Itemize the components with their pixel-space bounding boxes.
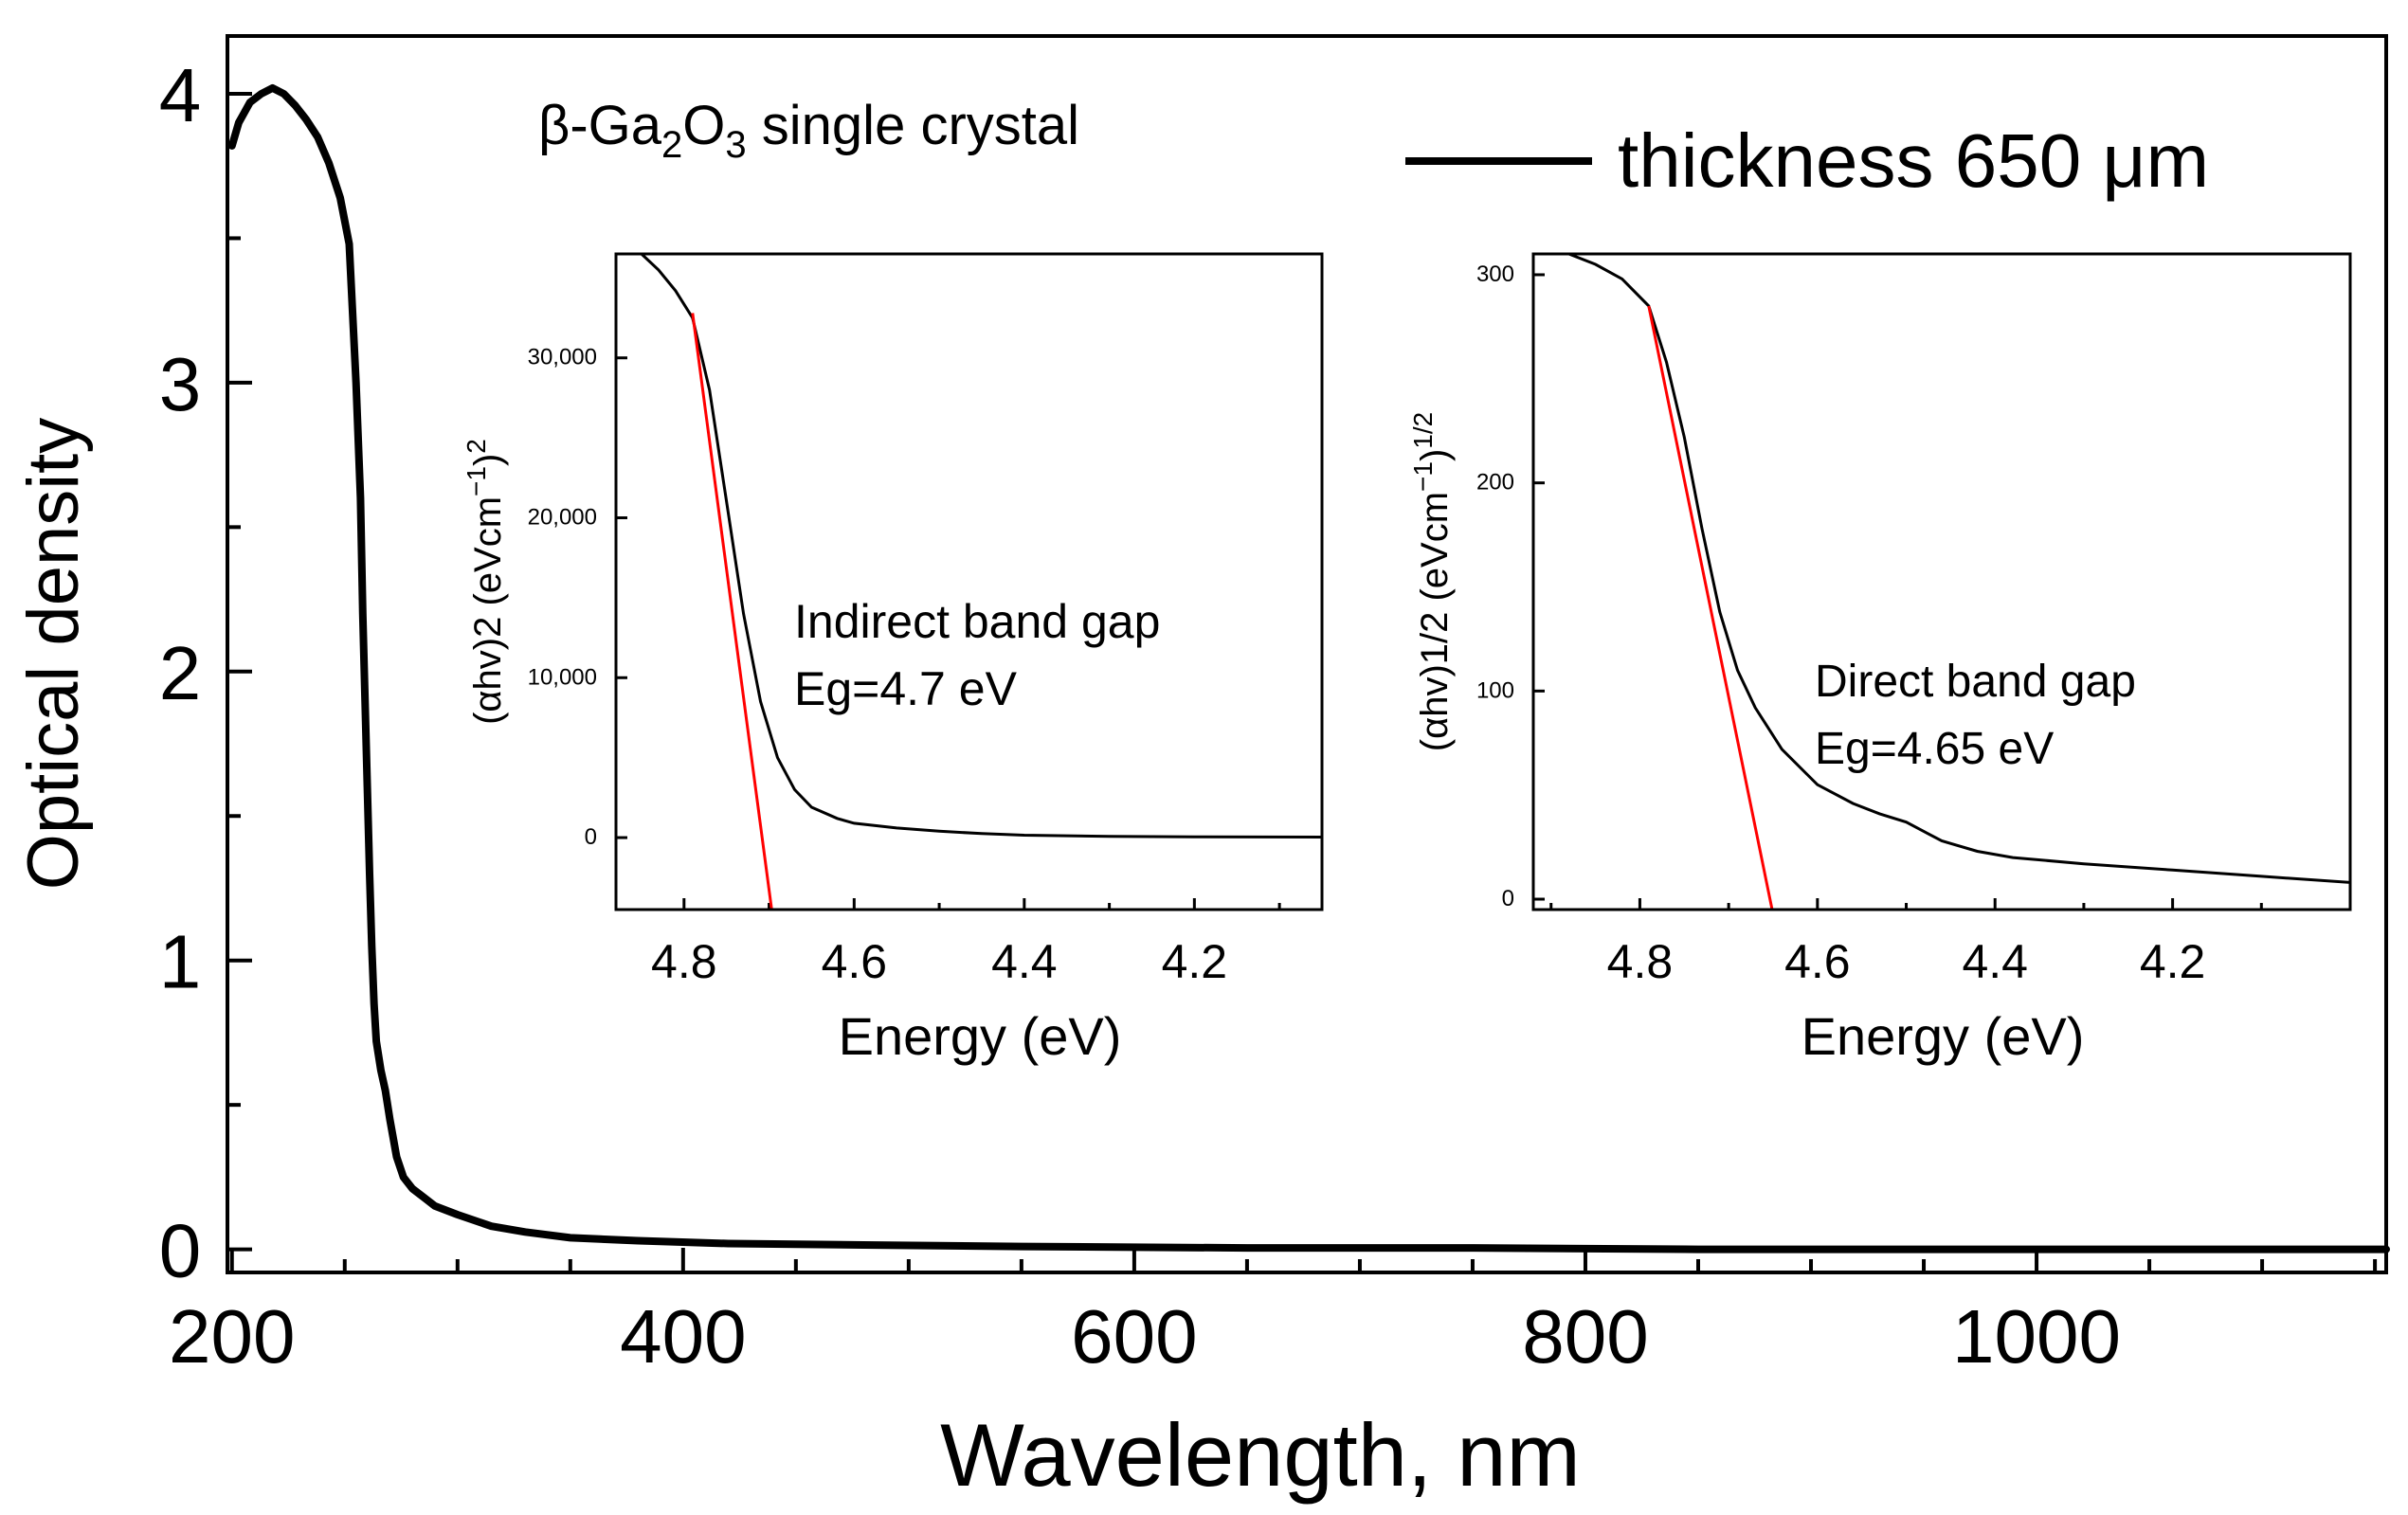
inset1-x-ticks: 4.8 4.6 4.4 4.2: [651, 898, 1281, 988]
inset2-annotation-line1: Direct band gap: [1815, 657, 2136, 707]
inset2-data-line: [1533, 254, 2350, 884]
inset1-fit-line: [691, 313, 773, 910]
x-tick-label: 400: [620, 1294, 746, 1379]
inset2-y-tick-label: 200: [1476, 470, 1514, 496]
inset1-x-tick-label: 4.4: [991, 935, 1058, 988]
inset1-data-line: [639, 254, 1322, 839]
main-plot-frame: [226, 34, 2388, 1274]
inset1-x-tick-label: 4.6: [822, 935, 888, 988]
y-tick-label: 4: [159, 53, 202, 137]
inset2-annotation-line2: Eg=4.65 eV: [1815, 724, 2054, 774]
inset1-x-axis-label: Energy (eV): [839, 1006, 1122, 1066]
x-tick-label: 800: [1522, 1294, 1648, 1379]
inset1-annotation-line2: Eg=4.7 eV: [794, 662, 1018, 715]
inset2-y-tick-label: 100: [1476, 677, 1514, 703]
inset2-x-tick-label: 4.8: [1607, 935, 1674, 988]
inset-direct-band-gap: 0 100 200 300 4.8 4.6 4.4 4.2 (αhv)1/2 (eVcm−1…: [1408, 252, 2352, 1066]
inset1-x-tick-label: 4.2: [1162, 935, 1228, 988]
inset2-x-tick-label: 4.2: [2140, 935, 2206, 988]
y-tick-label: 3: [159, 342, 202, 426]
main-y-ticks: 0 1 2 3 4: [159, 53, 252, 1293]
inset2-frame-bg: [1533, 254, 2350, 910]
main-x-ticks: 200 400 600 800 1000: [169, 1248, 2378, 1379]
x-tick-label: 600: [1071, 1294, 1197, 1379]
inset1-y-tick-label: 10,000: [528, 664, 597, 690]
inset1-x-tick-label: 4.8: [651, 935, 717, 988]
inset-indirect-band-gap: 0 10,000 20,000 30,000 4.8 4.6 4.4 4.2 (αhv)2 …: [462, 252, 1324, 1066]
inset1-y-tick-label: 30,000: [528, 345, 597, 370]
inset2-y-tick-label: 0: [1502, 886, 1514, 911]
inset1-annotation-line1: Indirect band gap: [794, 595, 1160, 648]
inset2-y-ticks: 0 100 200 300: [1476, 262, 1545, 911]
inset1-y-ticks: 0 10,000 20,000 30,000: [528, 345, 627, 850]
inset2-frame: [1531, 252, 2352, 911]
main-x-axis-label: Wavelength, nm: [940, 1405, 1581, 1505]
inset2-y-tick-label: 300: [1476, 262, 1514, 287]
inset1-frame-bg: [616, 254, 1322, 910]
inset1-frame: [614, 252, 1324, 911]
x-tick-label: 200: [169, 1294, 295, 1379]
inset2-x-axis-label: Energy (eV): [1801, 1006, 2085, 1066]
legend: thickness 650 μm: [1405, 118, 2209, 203]
main-series-line: [227, 83, 2390, 1253]
inset2-fit-line: [1647, 305, 1774, 910]
y-tick-label: 2: [159, 631, 202, 715]
y-tick-label: 1: [159, 920, 202, 1004]
inset2-x-tick-label: 4.4: [1962, 935, 2028, 988]
inset1-y-tick-label: 20,000: [528, 504, 597, 530]
main-y-axis-label: Optical density: [13, 418, 94, 890]
inset1-y-axis-label: (αhv)2 (eVcm−1)2: [462, 439, 509, 725]
legend-label: thickness 650 μm: [1618, 118, 2209, 203]
x-tick-label: 1000: [1952, 1294, 2121, 1379]
inset2-y-axis-label: (αhv)1/2 (eVcm−1)1/2: [1408, 412, 1456, 752]
sample-annotation: β-Ga2O3 single crystal: [538, 95, 1079, 166]
y-tick-label: 0: [159, 1209, 202, 1293]
inset1-y-tick-label: 0: [585, 824, 597, 850]
inset2-x-ticks: 4.8 4.6 4.4 4.2: [1549, 898, 2352, 988]
inset2-x-tick-label: 4.6: [1784, 935, 1851, 988]
